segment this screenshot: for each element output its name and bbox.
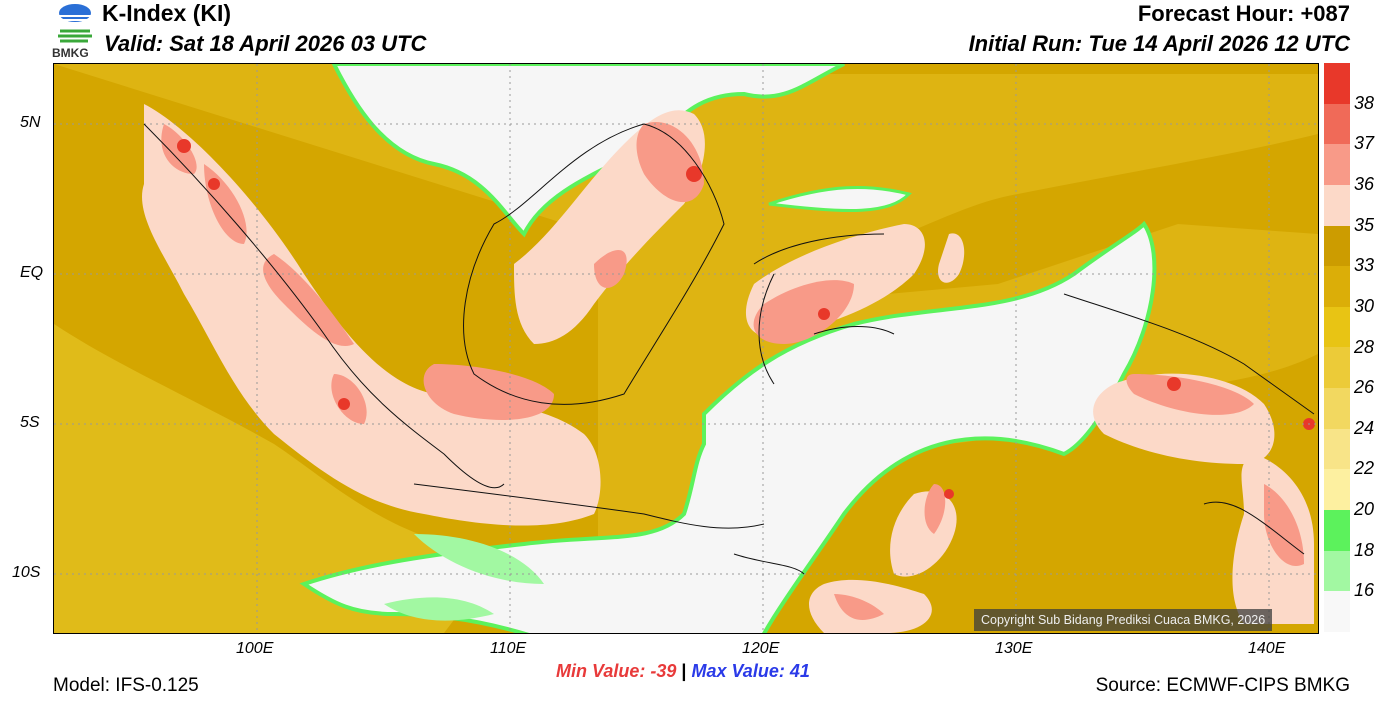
colorbar-label: 30 bbox=[1354, 295, 1375, 316]
valid-time: Valid: Sat 18 April 2026 03 UTC bbox=[104, 31, 427, 56]
colorbar-bin bbox=[1324, 266, 1350, 307]
k-index-map: Copyright Sub Bidang Prediksi Cuaca BMKG… bbox=[53, 62, 1319, 676]
bmkg-logo: BMKG bbox=[52, 2, 98, 60]
colorbar-bin bbox=[1324, 63, 1350, 104]
max-value: 41 bbox=[789, 661, 810, 681]
colorbar-bin bbox=[1324, 144, 1350, 185]
lon-label: 120E bbox=[742, 640, 780, 657]
lat-label: 5N bbox=[20, 114, 41, 131]
max-label: Max Value: bbox=[691, 661, 785, 681]
colorbar-label: 18 bbox=[1354, 539, 1375, 560]
colorbar-bin bbox=[1324, 550, 1350, 592]
colorbar-label: 24 bbox=[1354, 417, 1375, 438]
colorbar-label: 38 bbox=[1354, 92, 1375, 113]
colorbar-bin bbox=[1324, 225, 1350, 267]
colorbar-label: 26 bbox=[1354, 377, 1375, 398]
lat-label: EQ bbox=[20, 264, 44, 281]
colorbar-bin bbox=[1324, 469, 1350, 511]
colorbar-label: 22 bbox=[1354, 458, 1375, 479]
lon-label: 130E bbox=[995, 640, 1033, 657]
colorbar-label: 20 bbox=[1354, 499, 1375, 520]
colorbar-bin bbox=[1324, 591, 1350, 632]
colorbar-bin bbox=[1324, 103, 1350, 145]
colorbar-bin bbox=[1324, 184, 1350, 226]
lon-label: 100E bbox=[236, 640, 274, 657]
model-name: Model: IFS-0.125 bbox=[53, 675, 199, 696]
colorbar-label: 36 bbox=[1354, 173, 1375, 194]
colorbar-bin bbox=[1324, 347, 1350, 389]
forecast-hour: Forecast Hour: +087 bbox=[1137, 1, 1350, 26]
min-value: -39 bbox=[650, 661, 677, 681]
data-source: Source: ECMWF-CIPS BMKG bbox=[1095, 675, 1350, 696]
colorbar-bin bbox=[1324, 428, 1350, 470]
colorbar-label: 16 bbox=[1354, 580, 1375, 601]
colorbar-bin bbox=[1324, 388, 1350, 429]
colorbar-label: 28 bbox=[1354, 336, 1375, 357]
copyright-notice: Copyright Sub Bidang Prediksi Cuaca BMKG… bbox=[974, 609, 1273, 631]
lat-label: 10S bbox=[12, 564, 41, 581]
lon-label: 140E bbox=[1248, 640, 1286, 657]
map-title: K-Index (KI) bbox=[102, 0, 232, 26]
colorbar bbox=[1324, 63, 1350, 632]
colorbar-label: 33 bbox=[1354, 255, 1375, 276]
initial-run: Initial Run: Tue 14 April 2026 12 UTC bbox=[968, 31, 1350, 56]
colorbar-bin bbox=[1324, 306, 1350, 348]
min-max-values: Min Value: -39 | Max Value: 41 bbox=[556, 661, 810, 682]
separator: | bbox=[681, 661, 687, 681]
lon-label: 110E bbox=[490, 640, 527, 657]
colorbar-label: 37 bbox=[1354, 133, 1375, 154]
lat-label: 5S bbox=[20, 414, 40, 431]
colorbar-bin bbox=[1324, 510, 1350, 551]
logo-text: BMKG bbox=[52, 46, 89, 60]
colorbar-label: 35 bbox=[1354, 214, 1375, 235]
min-label: Min Value: bbox=[556, 661, 646, 681]
